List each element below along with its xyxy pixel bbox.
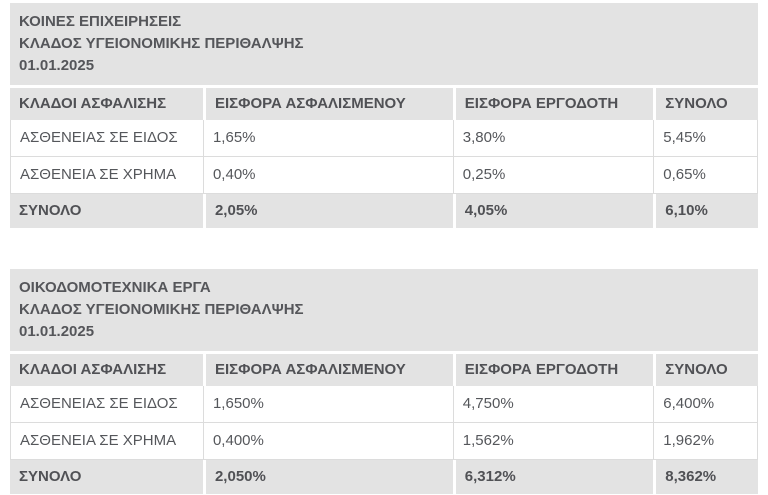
title-line-branch: ΚΛΑΔΟΣ ΥΓΕΙΟΝΟΜΙΚΗΣ ΠΕΡΙΘΑΛΨΗΣ: [19, 35, 304, 52]
column-header-employer-contribution: ΕΙΣΦΟΡΑ ΕΡΓΟΔΟΤΗ: [452, 88, 654, 120]
column-header-insured-contribution: ΕΙΣΦΟΡΑ ΑΣΦΑΛΙΣΜΕΝΟΥ: [202, 88, 453, 120]
cell-insured: 0,400%: [202, 423, 453, 460]
table-row: ΑΣΘΕΝΕΙΑ ΣΕ ΧΡΗΜΑ 0,400% 1,562% 1,962%: [10, 423, 758, 460]
header-row: ΚΛΑΔΟΙ ΑΣΦΑΛΙΣΗΣ ΕΙΣΦΟΡΑ ΑΣΦΑΛΙΣΜΕΝΟΥ ΕΙ…: [10, 354, 758, 386]
total-insured: 2,050%: [202, 460, 453, 494]
table-title-block: ΚΟΙΝΕΣ ΕΠΙΧΕΙΡΗΣΕΙΣ ΚΛΑΔΟΣ ΥΓΕΙΟΝΟΜΙΚΗΣ …: [10, 3, 758, 85]
totals-row: ΣΥΝΟΛΟ 2,05% 4,05% 6,10%: [10, 194, 758, 228]
cell-branch: ΑΣΘΕΝΕΙΑΣ ΣΕ ΕΙΔΟΣ: [10, 120, 203, 157]
total-sum: 8,362%: [653, 460, 758, 494]
cell-insured: 1,650%: [202, 386, 453, 423]
cell-total: 6,400%: [653, 386, 758, 423]
total-employer: 4,05%: [452, 194, 654, 228]
column-header-insured-contribution: ΕΙΣΦΟΡΑ ΑΣΦΑΛΙΣΜΕΝΟΥ: [202, 354, 453, 386]
total-employer: 6,312%: [452, 460, 654, 494]
section-common-enterprises: ΚΟΙΝΕΣ ΕΠΙΧΕΙΡΗΣΕΙΣ ΚΛΑΔΟΣ ΥΓΕΙΟΝΟΜΙΚΗΣ …: [10, 3, 758, 228]
column-header-branch: ΚΛΑΔΟΙ ΑΣΦΑΛΙΣΗΣ: [10, 88, 203, 120]
title-line-date: 01.01.2025: [19, 57, 95, 74]
contributions-table: ΚΛΑΔΟΙ ΑΣΦΑΛΙΣΗΣ ΕΙΣΦΟΡΑ ΑΣΦΑΛΙΣΜΕΝΟΥ ΕΙ…: [10, 88, 758, 228]
total-sum: 6,10%: [653, 194, 758, 228]
column-header-branch: ΚΛΑΔΟΙ ΑΣΦΑΛΙΣΗΣ: [10, 354, 203, 386]
header-row: ΚΛΑΔΟΙ ΑΣΦΑΛΙΣΗΣ ΕΙΣΦΟΡΑ ΑΣΦΑΛΙΣΜΕΝΟΥ ΕΙ…: [10, 88, 758, 120]
cell-branch: ΑΣΘΕΝΕΙΑ ΣΕ ΧΡΗΜΑ: [10, 423, 203, 460]
table-row: ΑΣΘΕΝΕΙΑ ΣΕ ΧΡΗΜΑ 0,40% 0,25% 0,65%: [10, 157, 758, 194]
totals-row: ΣΥΝΟΛΟ 2,050% 6,312% 8,362%: [10, 460, 758, 494]
title-line-branch: ΚΛΑΔΟΣ ΥΓΕΙΟΝΟΜΙΚΗΣ ΠΕΡΙΘΑΛΨΗΣ: [19, 301, 304, 318]
cell-employer: 4,750%: [452, 386, 654, 423]
cell-employer: 1,562%: [452, 423, 654, 460]
cell-total: 0,65%: [653, 157, 758, 194]
table-row: ΑΣΘΕΝΕΙΑΣ ΣΕ ΕΙΔΟΣ 1,650% 4,750% 6,400%: [10, 386, 758, 423]
cell-branch: ΑΣΘΕΝΕΙΑ ΣΕ ΧΡΗΜΑ: [10, 157, 203, 194]
cell-total: 1,962%: [653, 423, 758, 460]
total-insured: 2,05%: [202, 194, 453, 228]
title-line-category: ΚΟΙΝΕΣ ΕΠΙΧΕΙΡΗΣΕΙΣ: [19, 13, 182, 30]
column-header-total: ΣΥΝΟΛΟ: [653, 354, 758, 386]
cell-branch: ΑΣΘΕΝΕΙΑΣ ΣΕ ΕΙΔΟΣ: [10, 386, 203, 423]
cell-total: 5,45%: [653, 120, 758, 157]
column-header-total: ΣΥΝΟΛΟ: [653, 88, 758, 120]
cell-insured: 0,40%: [202, 157, 453, 194]
column-header-employer-contribution: ΕΙΣΦΟΡΑ ΕΡΓΟΔΟΤΗ: [452, 354, 654, 386]
table-title-block: ΟΙΚΟΔΟΜΟΤΕΧΝΙΚΑ ΕΡΓΑ ΚΛΑΔΟΣ ΥΓΕΙΟΝΟΜΙΚΗΣ…: [10, 269, 758, 351]
cell-insured: 1,65%: [202, 120, 453, 157]
total-label: ΣΥΝΟΛΟ: [10, 460, 203, 494]
cell-employer: 3,80%: [452, 120, 654, 157]
cell-employer: 0,25%: [452, 157, 654, 194]
contributions-table: ΚΛΑΔΟΙ ΑΣΦΑΛΙΣΗΣ ΕΙΣΦΟΡΑ ΑΣΦΑΛΙΣΜΕΝΟΥ ΕΙ…: [10, 354, 758, 494]
total-label: ΣΥΝΟΛΟ: [10, 194, 203, 228]
title-line-category: ΟΙΚΟΔΟΜΟΤΕΧΝΙΚΑ ΕΡΓΑ: [19, 279, 211, 296]
table-row: ΑΣΘΕΝΕΙΑΣ ΣΕ ΕΙΔΟΣ 1,65% 3,80% 5,45%: [10, 120, 758, 157]
section-construction-works: ΟΙΚΟΔΟΜΟΤΕΧΝΙΚΑ ΕΡΓΑ ΚΛΑΔΟΣ ΥΓΕΙΟΝΟΜΙΚΗΣ…: [10, 269, 758, 494]
title-line-date: 01.01.2025: [19, 323, 95, 340]
